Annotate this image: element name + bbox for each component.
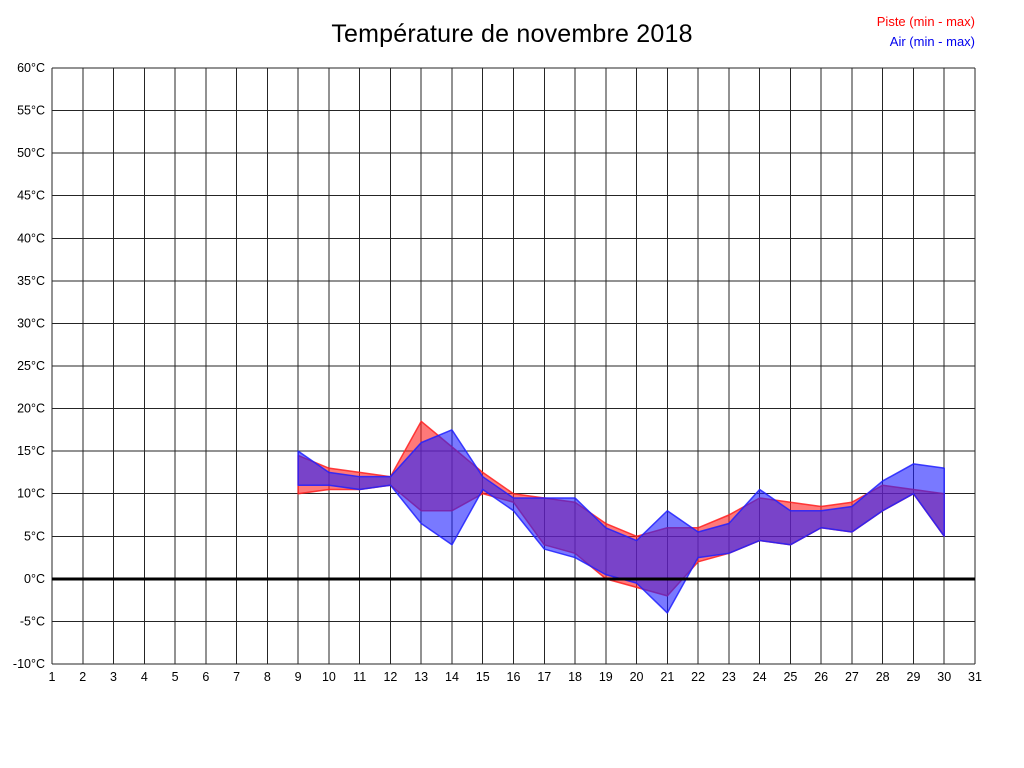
y-tick-label: 45°C — [17, 189, 45, 203]
x-tick-label: 4 — [141, 670, 148, 684]
x-tick-label: 9 — [295, 670, 302, 684]
y-tick-label: 10°C — [17, 487, 45, 501]
x-tick-label: 12 — [383, 670, 397, 684]
x-tick-label: 3 — [110, 670, 117, 684]
plot-grid — [51, 67, 976, 665]
x-tick-label: 17 — [537, 670, 551, 684]
x-tick-label: 26 — [814, 670, 828, 684]
x-tick-label: 27 — [845, 670, 859, 684]
x-tick-label: 24 — [753, 670, 767, 684]
x-tick-label: 22 — [691, 670, 705, 684]
x-tick-label: 15 — [476, 670, 490, 684]
y-tick-label: 60°C — [17, 61, 45, 75]
x-tick-label: 2 — [79, 670, 86, 684]
x-tick-label: 30 — [937, 670, 951, 684]
y-tick-label: 40°C — [17, 231, 45, 245]
y-tick-label: 55°C — [17, 104, 45, 118]
x-tick-label: 29 — [907, 670, 921, 684]
y-tick-label: 15°C — [17, 444, 45, 458]
y-tick-label: 5°C — [24, 529, 45, 543]
y-tick-label: 30°C — [17, 316, 45, 330]
x-tick-label: 13 — [414, 670, 428, 684]
x-axis-labels: 1 2 3 4 5 6 7 8 9 10 11 12 13 14 15 16 17 18 19 20 21 22 23 24 2… — [49, 670, 982, 684]
x-tick-label: 20 — [630, 670, 644, 684]
legend-piste-label: Piste (min - max) — [876, 14, 975, 29]
y-tick-label: 0°C — [24, 572, 45, 586]
x-tick-label: 25 — [783, 670, 797, 684]
x-tick-label: 21 — [660, 670, 674, 684]
x-tick-label: 14 — [445, 670, 459, 684]
y-tick-label: 20°C — [17, 402, 45, 416]
x-tick-label: 8 — [264, 670, 271, 684]
x-tick-label: 7 — [233, 670, 240, 684]
x-tick-label: 5 — [172, 670, 179, 684]
y-tick-label: -5°C — [20, 614, 45, 628]
x-tick-label: 16 — [507, 670, 521, 684]
chart-title: Température de novembre 2018 — [331, 20, 693, 48]
y-tick-label: 35°C — [17, 274, 45, 288]
y-axis-labels: 60°C 55°C 50°C 45°C 40°C 35°C 30°C 25°C 20°C 15°C… — [13, 61, 45, 671]
x-tick-label: 28 — [876, 670, 890, 684]
legend: Piste (min - max) Air (min - max) — [877, 12, 975, 52]
y-tick-label: 50°C — [17, 146, 45, 160]
x-tick-label: 6 — [202, 670, 209, 684]
x-tick-label: 31 — [968, 670, 982, 684]
y-tick-label: -10°C — [13, 657, 45, 671]
air-band — [297, 429, 945, 614]
x-tick-label: 18 — [568, 670, 582, 684]
legend-air-label: Air (min - max) — [889, 34, 975, 49]
x-tick-label: 10 — [322, 670, 336, 684]
x-tick-label: 23 — [722, 670, 736, 684]
x-tick-label: 19 — [599, 670, 613, 684]
x-tick-label: 11 — [353, 670, 366, 684]
x-tick-label: 1 — [49, 670, 56, 684]
y-tick-label: 25°C — [17, 359, 45, 373]
